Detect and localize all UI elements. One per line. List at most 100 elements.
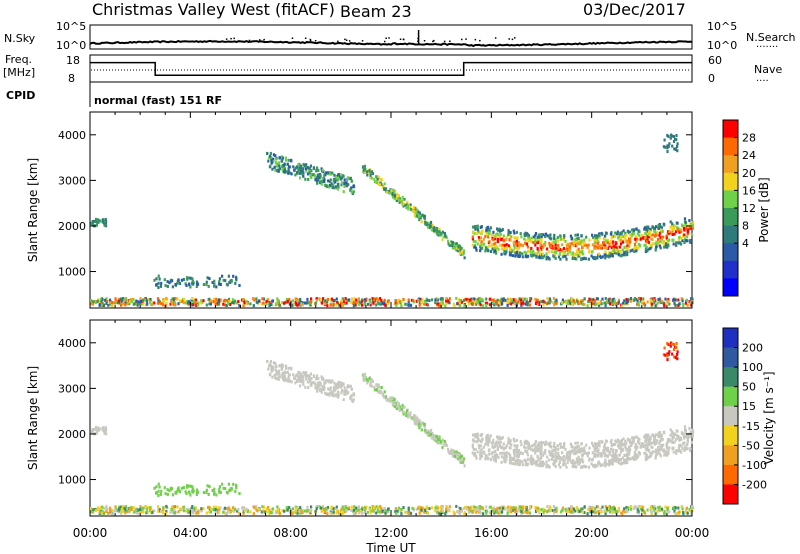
power-cell bbox=[326, 300, 329, 304]
power-cell bbox=[424, 300, 427, 304]
power-cell bbox=[591, 302, 594, 306]
power-cell bbox=[527, 237, 530, 241]
velocity-cell bbox=[235, 484, 238, 488]
power-cell bbox=[553, 303, 556, 307]
power-cell bbox=[373, 180, 377, 184]
power-cell bbox=[332, 179, 335, 182]
power-cell bbox=[230, 279, 233, 283]
power-cell bbox=[472, 239, 475, 243]
velocity-cell bbox=[368, 506, 371, 510]
velocity-cell bbox=[502, 447, 505, 450]
power-cell bbox=[532, 253, 535, 257]
power-cell bbox=[290, 159, 293, 163]
velocity-cell bbox=[234, 489, 237, 493]
power-cell bbox=[538, 300, 541, 304]
velocity-cell bbox=[658, 506, 661, 509]
velocity-cell bbox=[542, 507, 545, 511]
velocity-cell bbox=[445, 505, 448, 508]
velocity-cell bbox=[471, 451, 474, 455]
power-cell bbox=[488, 240, 491, 244]
velocity-cell bbox=[542, 511, 545, 515]
power-cell bbox=[277, 300, 280, 304]
velocity-cell bbox=[477, 506, 480, 510]
power-cell bbox=[641, 297, 644, 301]
velocity-cell bbox=[424, 428, 427, 432]
power-cell bbox=[191, 297, 194, 300]
power-cell bbox=[299, 164, 302, 168]
velocity-cell bbox=[393, 397, 396, 401]
power-cell bbox=[503, 246, 506, 250]
power-cell bbox=[320, 300, 323, 304]
power-cell bbox=[294, 173, 297, 177]
velocity-cell bbox=[306, 505, 309, 509]
power-cell bbox=[548, 241, 551, 245]
power-cell bbox=[445, 299, 448, 303]
power-cell bbox=[503, 243, 506, 247]
power-cell bbox=[517, 254, 520, 258]
velocity-cell bbox=[467, 510, 470, 514]
velocity-cell bbox=[644, 455, 647, 459]
power-cell bbox=[555, 302, 558, 305]
power-cell bbox=[365, 170, 368, 174]
velocity-cell bbox=[561, 506, 564, 510]
velocity-cell bbox=[515, 450, 518, 454]
velocity-cell bbox=[324, 391, 327, 395]
velocity-cell bbox=[647, 443, 651, 447]
velocity-cell bbox=[316, 385, 319, 389]
power-cell bbox=[156, 297, 160, 301]
colorbar-segment bbox=[723, 243, 738, 262]
power-cell bbox=[621, 235, 624, 239]
velocity-cell bbox=[611, 507, 614, 511]
power-cell bbox=[238, 284, 241, 287]
velocity-cell bbox=[275, 371, 278, 375]
power-cell bbox=[625, 240, 628, 244]
power-cell bbox=[617, 298, 620, 302]
power-cell bbox=[272, 157, 275, 161]
velocity-cell bbox=[656, 509, 659, 513]
velocity-cell bbox=[680, 505, 683, 509]
power-cell bbox=[519, 243, 522, 247]
velocity-cell bbox=[423, 422, 426, 426]
velocity-cell bbox=[624, 439, 627, 443]
power-cell bbox=[668, 142, 671, 146]
velocity-cell bbox=[263, 510, 266, 514]
power-cell bbox=[480, 243, 483, 247]
velocity-cell bbox=[305, 377, 308, 381]
power-cell bbox=[518, 244, 521, 248]
velocity-cell bbox=[503, 459, 506, 463]
nave-tick-top: 60 bbox=[708, 54, 722, 67]
freq-tick-bottom: 8 bbox=[68, 72, 75, 85]
velocity-cell bbox=[469, 509, 472, 513]
velocity-cell bbox=[354, 511, 357, 515]
power-cell bbox=[323, 180, 326, 183]
power-cell bbox=[285, 170, 288, 174]
velocity-cell bbox=[336, 384, 339, 388]
velocity-cell bbox=[603, 447, 606, 451]
nsky-dot bbox=[291, 37, 294, 39]
velocity-cell bbox=[624, 445, 627, 449]
power-cell bbox=[672, 140, 676, 143]
power-cell bbox=[605, 299, 608, 302]
velocity-cell bbox=[482, 445, 485, 449]
power-cell bbox=[92, 300, 95, 304]
nsky-dot bbox=[423, 40, 426, 42]
velocity-cell bbox=[455, 456, 458, 460]
power-cell bbox=[363, 303, 366, 306]
power-cell bbox=[577, 247, 580, 251]
velocity-cell bbox=[92, 428, 95, 432]
velocity-cell bbox=[676, 350, 679, 354]
velocity-cell bbox=[417, 418, 420, 422]
velocity-cell bbox=[580, 459, 583, 463]
velocity-cell bbox=[528, 444, 531, 448]
power-cell bbox=[423, 214, 426, 218]
power-cell bbox=[566, 299, 569, 303]
x-tick-label: 20:00 bbox=[574, 526, 609, 540]
power-cell bbox=[402, 202, 405, 206]
velocity-cell bbox=[466, 507, 469, 511]
power-cell bbox=[666, 133, 669, 137]
velocity-cell bbox=[622, 448, 625, 452]
power-cell bbox=[562, 255, 565, 259]
power-cell bbox=[580, 234, 583, 238]
velocity-cell bbox=[400, 407, 403, 411]
velocity-cell bbox=[590, 462, 593, 466]
